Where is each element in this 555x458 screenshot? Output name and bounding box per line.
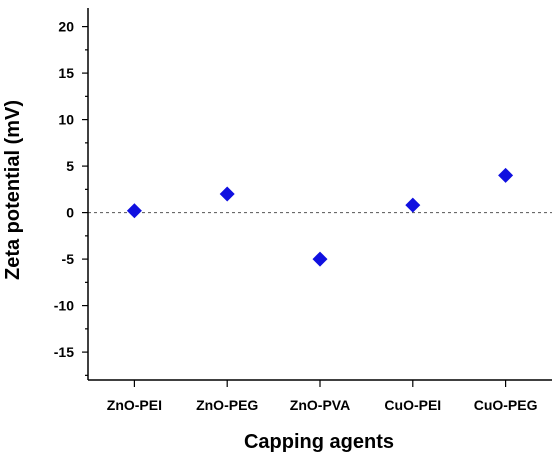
x-tick-label: ZnO-PEI <box>107 397 162 413</box>
y-tick-label: 5 <box>66 158 74 174</box>
y-axis-title: Zeta potential (mV) <box>2 100 24 280</box>
y-tick-label: -10 <box>54 298 74 314</box>
y-tick-label: 0 <box>66 205 74 221</box>
x-tick-label: ZnO-PEG <box>196 397 258 413</box>
y-tick-label: -5 <box>62 251 75 267</box>
x-tick-label: CuO-PEG <box>474 397 538 413</box>
data-point-marker <box>498 167 514 183</box>
x-tick-label: ZnO-PVA <box>290 397 350 413</box>
y-tick-label: 15 <box>58 65 74 81</box>
data-point-marker <box>312 251 328 267</box>
data-point-marker <box>219 186 235 202</box>
y-tick-label: -15 <box>54 344 74 360</box>
x-axis-title: Capping agents <box>244 431 394 453</box>
x-tick-label: CuO-PEI <box>384 397 441 413</box>
y-tick-label: 20 <box>58 19 74 35</box>
data-point-marker <box>405 197 421 213</box>
data-point-marker <box>126 203 142 219</box>
plot-area: -15 -10 -5 0 5 10 15 20 ZnO-PEI ZnO-PEG ZnO-PVA CuO… <box>54 8 552 413</box>
y-tick-label: 10 <box>58 112 74 128</box>
